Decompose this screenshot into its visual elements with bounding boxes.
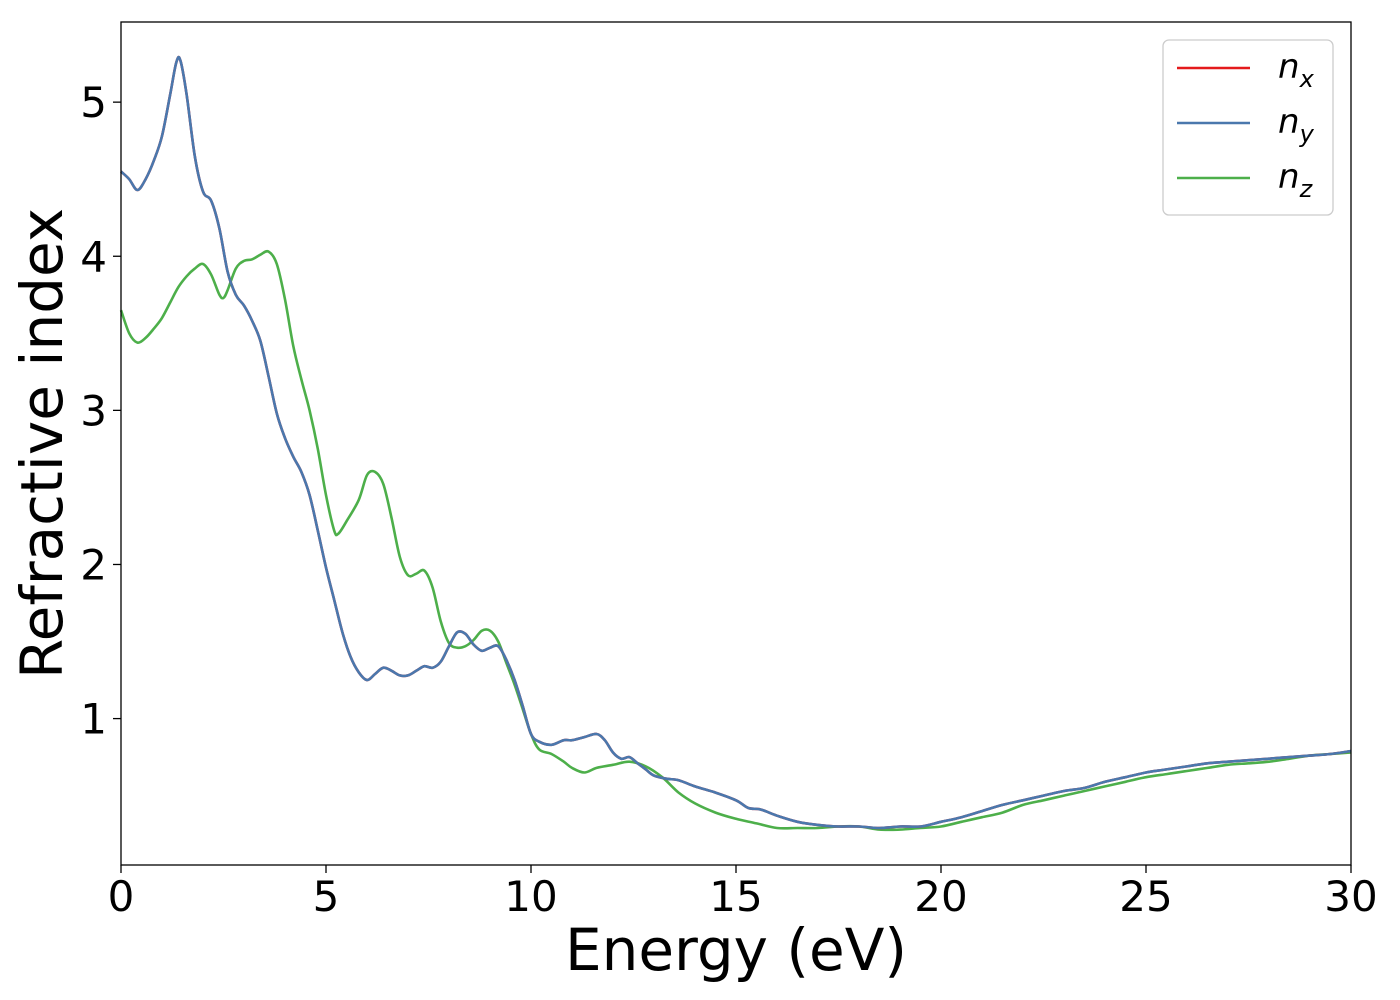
x-axis-label: Energy (eV) [565, 916, 907, 984]
y-tick-label: 1 [80, 695, 107, 744]
x-tick-label: 15 [709, 872, 762, 921]
plot-series-group [119, 55, 1352, 832]
y-axis-ticks: 1 2 3 4 5 [80, 78, 121, 744]
x-tick-label: 5 [313, 872, 340, 921]
legend-label-n-y: ny [1278, 102, 1315, 148]
y-axis-label: Refractive index [8, 208, 76, 679]
series-line-n-z [119, 249, 1352, 832]
legend-box [1162, 39, 1334, 216]
x-tick-label: 30 [1324, 872, 1377, 921]
legend-label-n-x: nx [1278, 47, 1315, 93]
y-tick-label: 3 [80, 386, 107, 435]
x-tick-label: 25 [1119, 872, 1172, 921]
legend-label-n-z: nz [1278, 157, 1314, 203]
x-tick-label: 0 [108, 872, 135, 921]
y-tick-label: 2 [80, 540, 107, 589]
y-tick-label: 4 [80, 232, 107, 281]
y-tick-label: 5 [80, 78, 107, 127]
x-tick-label: 10 [504, 872, 557, 921]
x-axis-ticks: 0 5 10 15 20 25 30 [108, 865, 1378, 921]
series-line-n-y [120, 55, 1352, 830]
chart-legend: nx ny nz [1162, 39, 1334, 216]
x-tick-label: 20 [914, 872, 967, 921]
